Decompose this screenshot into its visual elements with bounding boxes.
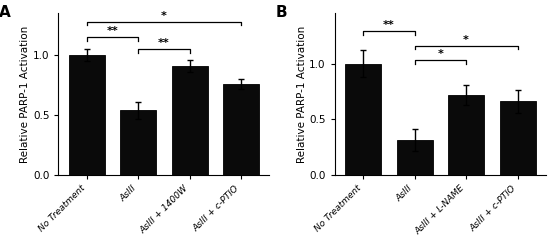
Text: B: B xyxy=(276,5,287,20)
Bar xyxy=(172,66,208,175)
Text: **: ** xyxy=(158,38,170,48)
Text: **: ** xyxy=(383,20,395,30)
Bar xyxy=(499,101,536,175)
Bar xyxy=(69,55,104,175)
Text: *: * xyxy=(437,49,443,59)
Bar xyxy=(448,95,484,175)
Bar xyxy=(120,110,156,175)
Text: *: * xyxy=(463,35,469,45)
Bar xyxy=(397,140,433,175)
Bar xyxy=(345,64,381,175)
Text: **: ** xyxy=(107,26,118,36)
Text: *: * xyxy=(161,11,167,21)
Y-axis label: Relative PARP-1 Activation: Relative PARP-1 Activation xyxy=(296,26,306,163)
Bar xyxy=(223,84,259,175)
Y-axis label: Relative PARP-1 Activation: Relative PARP-1 Activation xyxy=(20,26,30,163)
Text: A: A xyxy=(0,5,11,20)
